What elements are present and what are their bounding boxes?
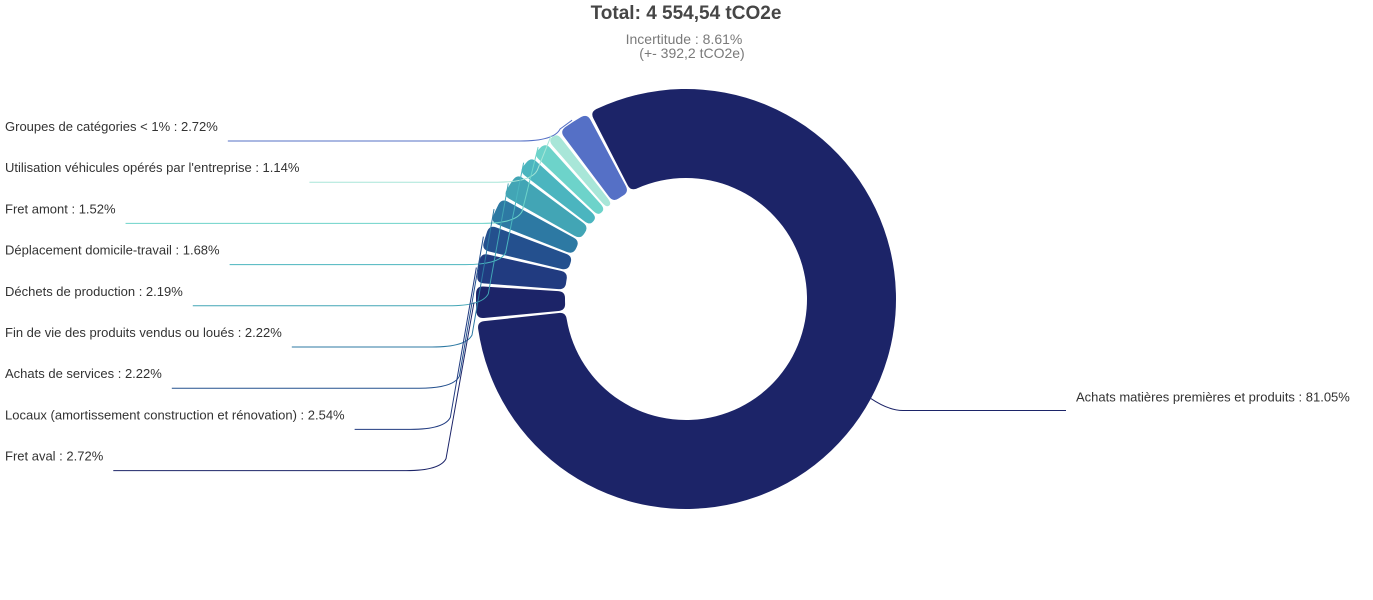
slice-dechets-de-production[interactable] bbox=[505, 176, 587, 238]
chart-subtitle-range: (+- 392,2 tCO2e) bbox=[639, 45, 744, 61]
label-fret-aval: Fret aval : 2.72% bbox=[5, 449, 104, 464]
label-achats-de-services: Achats de services : 2.22% bbox=[5, 366, 162, 381]
label-locaux-amortissement-construction-et-renovation: Locaux (amortissement construction et ré… bbox=[5, 407, 345, 422]
slice-groupes-de-categories-1[interactable] bbox=[562, 115, 627, 200]
label-fret-amont: Fret amont : 1.52% bbox=[5, 201, 116, 216]
slice-achats-de-services[interactable] bbox=[483, 226, 572, 270]
label-line-utilisation-vehicules-operes-par-l-entreprise bbox=[309, 135, 552, 183]
label-line-fret-amont bbox=[125, 146, 539, 224]
slice-fret-aval[interactable] bbox=[475, 286, 566, 319]
label-line-fret-aval bbox=[113, 302, 475, 472]
label-fin-de-vie-des-produits-vendus-ou-loues: Fin de vie des produits vendus ou loués … bbox=[5, 325, 282, 340]
slice-achats-matieres-premieres-et-produits[interactable] bbox=[478, 88, 897, 509]
label-line-achats-de-services bbox=[171, 236, 484, 389]
slice-fret-amont[interactable] bbox=[536, 145, 604, 214]
label-line-fin-de-vie-des-produits-vendus-ou-loues bbox=[291, 208, 495, 348]
label-line-dechets-de-production bbox=[192, 183, 509, 307]
slices-layer bbox=[475, 88, 897, 509]
label-line-achats-matieres-premieres-et-produits bbox=[870, 398, 1066, 412]
label-dechets-de-production: Déchets de production : 2.19% bbox=[5, 284, 183, 299]
slice-utilisation-vehicules-operes-par-l-entreprise[interactable] bbox=[550, 135, 611, 207]
label-utilisation-vehicules-operes-par-l-entreprise: Utilisation véhicules opérés par l'entre… bbox=[5, 160, 300, 175]
label-line-groupes-de-categories-1 bbox=[227, 119, 573, 142]
label-line-deplacement-domicile-travail bbox=[229, 162, 525, 266]
label-line-locaux-amortissement-construction-et-renovation bbox=[354, 267, 477, 430]
slice-deplacement-domicile-travail[interactable] bbox=[521, 159, 595, 224]
chart-subtitle-uncertainty: Incertitude : 8.61% bbox=[626, 31, 743, 47]
slice-locaux-amortissement-construction-et-renovation[interactable] bbox=[477, 254, 567, 290]
label-groupes-de-categories-1: Groupes de catégories < 1% : 2.72% bbox=[5, 119, 218, 134]
chart-title: Total: 4 554,54 tCO2e bbox=[591, 3, 782, 24]
label-achats-matieres-premieres-et-produits: Achats matières premières et produits : … bbox=[1076, 390, 1350, 405]
label-deplacement-domicile-travail: Déplacement domicile-travail : 1.68% bbox=[5, 243, 220, 258]
label-lines-layer bbox=[113, 119, 1066, 472]
labels-layer: Achats matières premières et produits : … bbox=[5, 119, 1350, 464]
